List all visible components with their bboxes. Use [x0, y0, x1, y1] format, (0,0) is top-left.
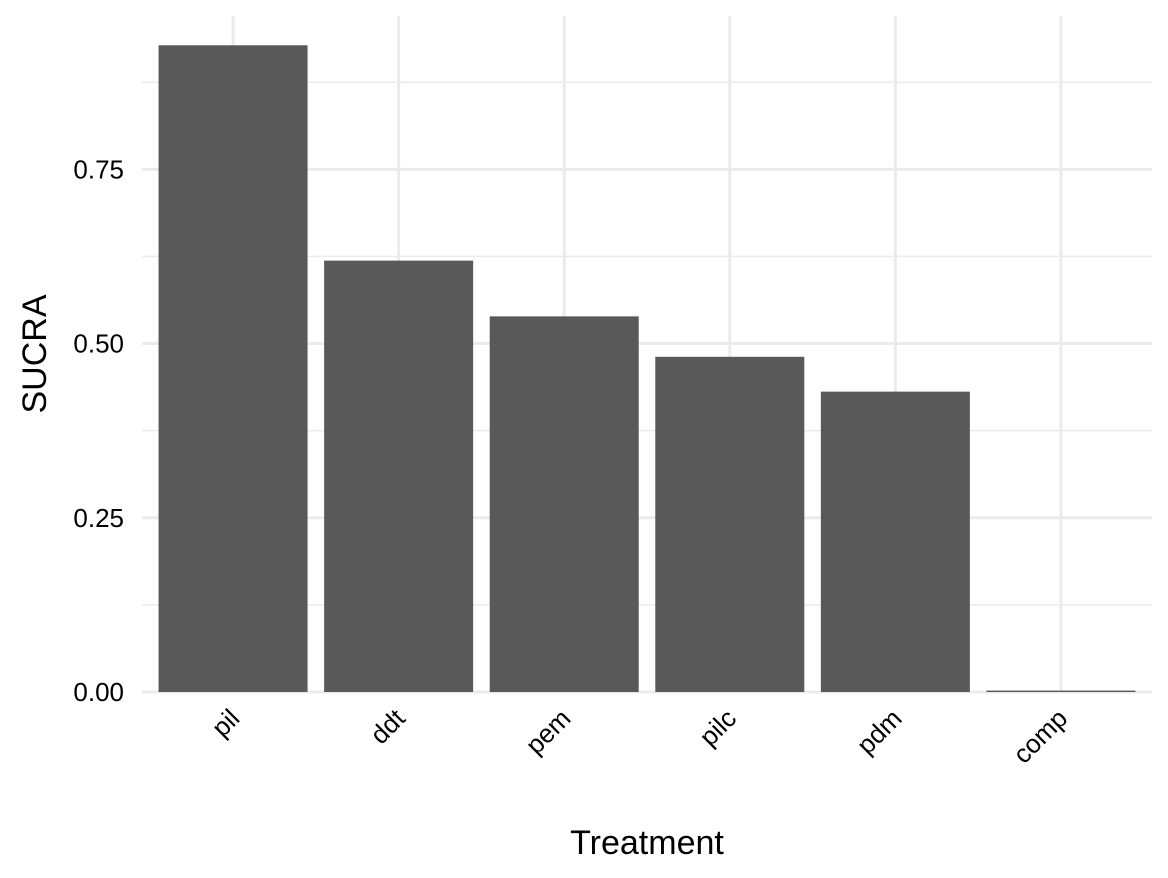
- bars: [158, 45, 1136, 693]
- bar-pem: [489, 316, 639, 692]
- bar-pdm: [820, 391, 970, 692]
- bar-pil: [158, 45, 308, 693]
- y-tick-label: 0.00: [73, 677, 124, 707]
- y-tick-label: 0.25: [73, 503, 124, 533]
- bar-ddt: [324, 260, 474, 692]
- bar-pilc: [655, 356, 805, 692]
- bar-comp: [986, 690, 1136, 692]
- y-tick-label: 0.75: [73, 154, 124, 184]
- y-axis-title: SUCRA: [16, 294, 54, 413]
- y-tick-label: 0.50: [73, 329, 124, 359]
- y-tick-labels: 0.00 0.25 0.50 0.75: [73, 154, 124, 707]
- x-axis-title: Treatment: [570, 824, 724, 862]
